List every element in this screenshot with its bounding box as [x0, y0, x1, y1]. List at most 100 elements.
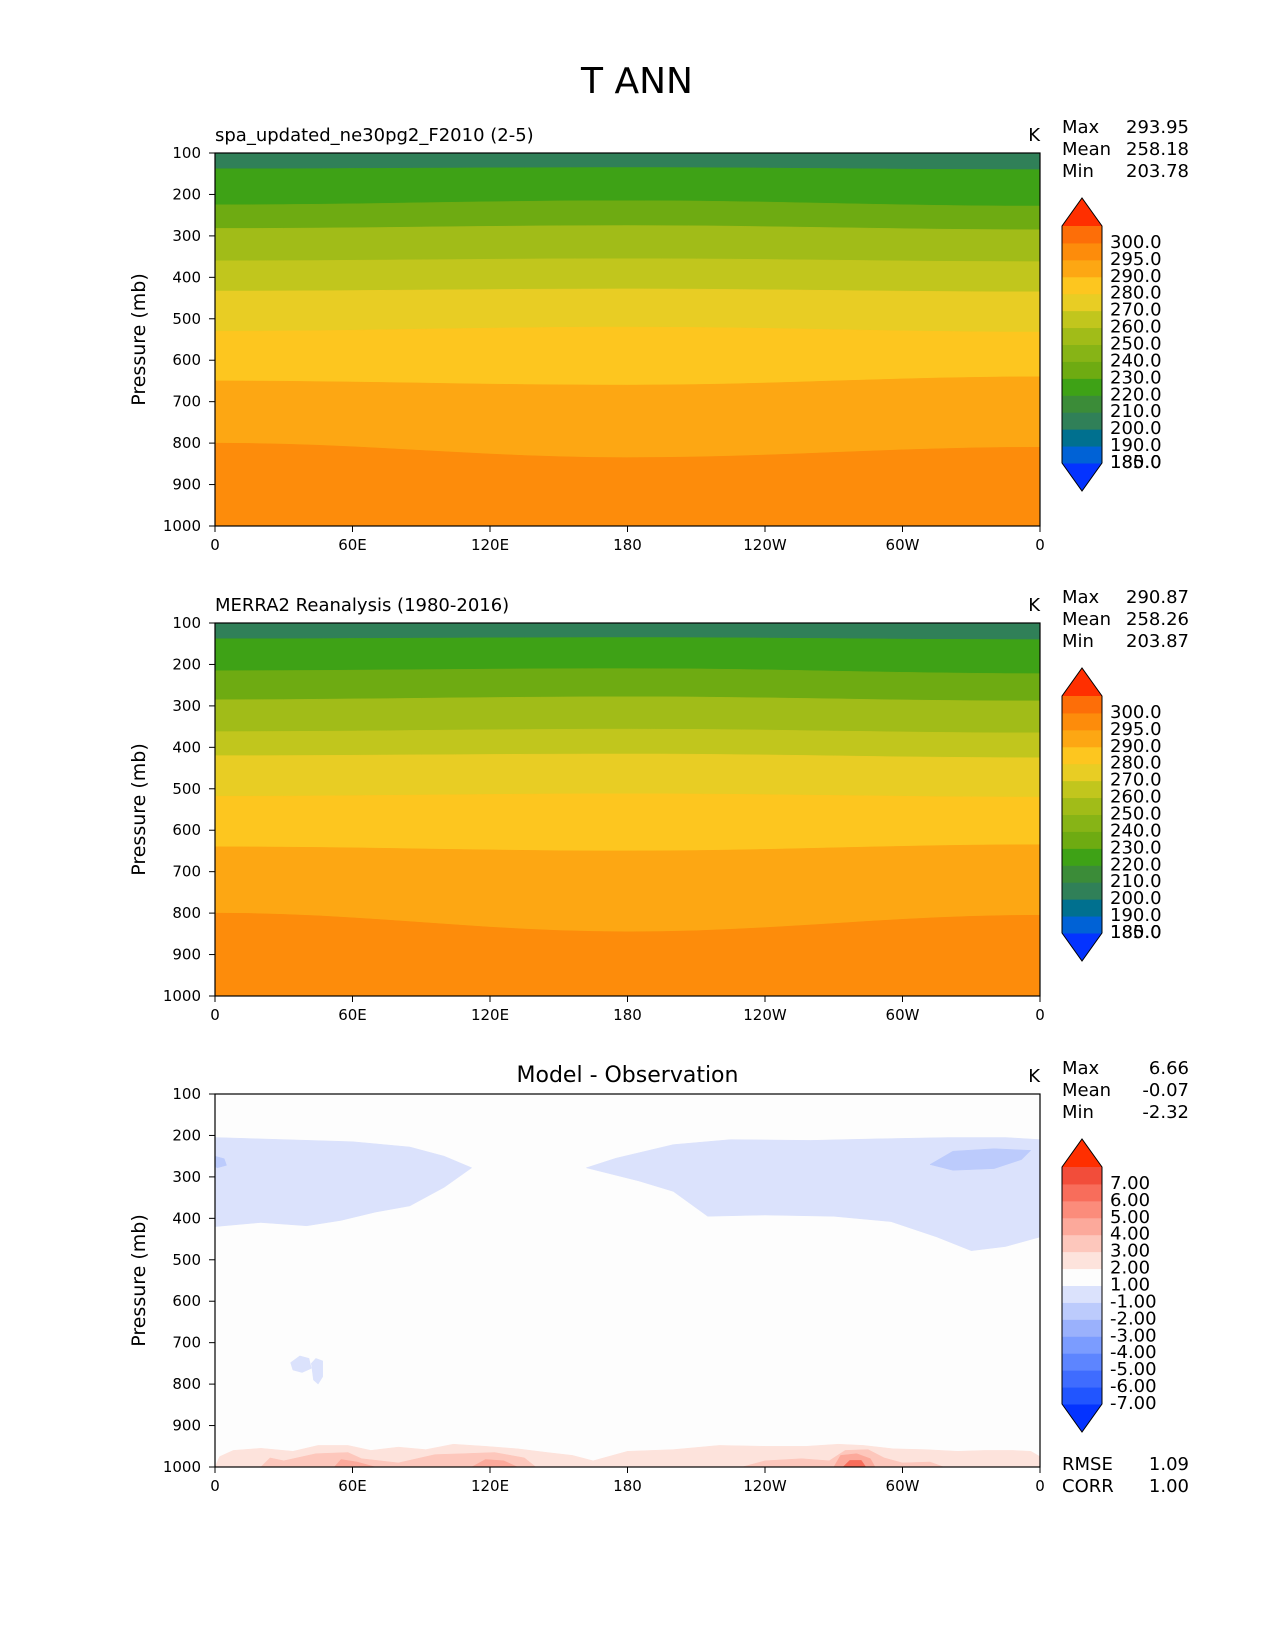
y-tick-label: 100: [172, 1085, 201, 1103]
colorbar-label: 185.0: [1110, 922, 1162, 943]
colorbar-label: 3.00: [1110, 1241, 1150, 1262]
contour-region: [333, 1459, 376, 1467]
colorbar-swatch: [1062, 814, 1102, 832]
x-tick-label: 180: [613, 1006, 642, 1024]
colorbar-swatch: [1062, 1319, 1102, 1337]
contour-region: [290, 1355, 312, 1373]
y-tick-label: 100: [172, 144, 201, 162]
colorbar-swatch: [1062, 310, 1102, 329]
y-tick-label: 800: [172, 434, 201, 452]
x-tick-label: 120E: [471, 1006, 509, 1024]
colorbar-swatch: [1062, 1370, 1102, 1388]
y-tick-label: 900: [172, 946, 201, 964]
contour-band: [215, 167, 1040, 207]
panel-reference: MERRA2 Reanalysis (1980-2016) K 100 200 300 4…: [128, 587, 1189, 1024]
y-tick-label: 800: [172, 1375, 201, 1393]
colorbar-label: 250.0: [1110, 804, 1162, 825]
colorbar-outline: [1061, 667, 1103, 962]
stat-label-max: Max: [1062, 587, 1100, 608]
colorbar-swatch: [1062, 1167, 1102, 1185]
colorbar-label: 2.00: [1110, 1258, 1150, 1279]
colorbar-swatch: [1062, 293, 1102, 312]
colorbar-swatch: [1062, 259, 1102, 278]
contour-band: [215, 288, 1040, 333]
units-label: K: [1028, 1066, 1041, 1087]
x-tick-label: 60E: [338, 536, 367, 554]
stat-label-mean: Mean: [1062, 1080, 1111, 1101]
panel-title: MERRA2 Reanalysis (1980-2016): [215, 595, 509, 616]
colorbar-label: 290.0: [1110, 266, 1162, 287]
colorbar-swatch: [1062, 1234, 1102, 1253]
colorbar-label: 180.0: [1110, 452, 1162, 473]
colorbar-label: -2.00: [1110, 1308, 1157, 1329]
y-tick-label: 600: [172, 821, 201, 839]
x-tick-label: 120W: [743, 1006, 787, 1024]
y-tick-label: 500: [172, 780, 201, 798]
contour-band: [215, 442, 1040, 526]
colorbar-extend-min: [1062, 933, 1102, 961]
units-label: K: [1028, 595, 1041, 616]
stat-label-mean: Mean: [1062, 139, 1111, 160]
y-tick-label: 400: [172, 268, 201, 286]
colorbar-swatch: [1062, 412, 1102, 430]
y-tick-label: 300: [172, 1168, 201, 1186]
x-tick-label: 0: [1035, 1477, 1045, 1495]
colorbar: 7.006.005.004.003.002.001.00-1.00-2.00-3…: [1061, 1138, 1157, 1433]
colorbar: 300.0295.0290.0280.0270.0260.0250.0240.0…: [1061, 197, 1162, 492]
colorbar-label: -4.00: [1110, 1342, 1157, 1363]
contour-region: [260, 1452, 537, 1467]
colorbar-swatch: [1062, 1217, 1102, 1236]
x-tick-label: 60W: [886, 1477, 920, 1495]
colorbar-outline: [1061, 1138, 1103, 1433]
colorbar-swatch: [1062, 446, 1102, 464]
stat-label-mean: Mean: [1062, 609, 1111, 630]
y-tick-label: 900: [172, 1417, 201, 1435]
colorbar-label: 4.00: [1110, 1224, 1150, 1245]
colorbar-swatch: [1062, 1200, 1102, 1219]
colorbar-swatch: [1062, 276, 1102, 295]
contour-region: [215, 1137, 473, 1227]
y-tick-label: 500: [172, 310, 201, 328]
colorbar-label: -5.00: [1110, 1359, 1157, 1380]
colorbar-label: 200.0: [1110, 418, 1162, 439]
plot-area-difference: [215, 1094, 1040, 1467]
colorbar-label: 6.00: [1110, 1190, 1150, 1211]
colorbar-label: 220.0: [1110, 854, 1162, 875]
colorbar-extend-min: [1062, 463, 1102, 491]
colorbar-swatch: [1062, 344, 1102, 362]
contour-band: [215, 225, 1040, 262]
stat-value-max: 6.66: [1149, 1058, 1189, 1079]
y-tick-label: 700: [172, 863, 201, 881]
y-tick-label: 600: [172, 351, 201, 369]
colorbar-label: 5.00: [1110, 1207, 1150, 1228]
colorbar-swatch: [1062, 1183, 1102, 1202]
stat-label-min: Min: [1062, 161, 1094, 182]
x-tick-label: 60W: [886, 536, 920, 554]
panel-difference: Model - Observation K 100 200 300 400 500 600 70…: [128, 1058, 1189, 1497]
stat-label-max: Max: [1062, 1058, 1100, 1079]
y-tick-label: 200: [172, 185, 201, 203]
x-tick-label: 60E: [338, 1477, 367, 1495]
colorbar-swatch: [1062, 831, 1102, 849]
colorbar-swatch: [1062, 1353, 1102, 1371]
colorbar-extend-min: [1062, 1404, 1102, 1432]
stat-value-max: 293.95: [1126, 117, 1189, 138]
metric-label-rmse: RMSE: [1062, 1454, 1113, 1475]
colorbar-swatch: [1062, 327, 1102, 345]
panel-title: Model - Observation: [517, 1063, 739, 1088]
y-tick-label: 800: [172, 904, 201, 922]
stat-value-mean: 258.18: [1126, 139, 1189, 160]
colorbar-swatch: [1062, 848, 1102, 866]
colorbar-swatch: [1062, 1251, 1102, 1270]
figure-title: T ANN: [580, 61, 693, 102]
y-tick-label: 200: [172, 1126, 201, 1144]
colorbar-extend-max: [1062, 668, 1102, 696]
contour-band: [215, 376, 1040, 458]
y-tick-label: 700: [172, 393, 201, 411]
y-tick-label: 400: [172, 1209, 201, 1227]
colorbar-label: 210.0: [1110, 871, 1162, 892]
colorbar-swatch: [1062, 746, 1102, 765]
x-tick-label: 120E: [471, 1477, 509, 1495]
x-tick-label: 180: [613, 536, 642, 554]
colorbar-swatch: [1062, 378, 1102, 396]
